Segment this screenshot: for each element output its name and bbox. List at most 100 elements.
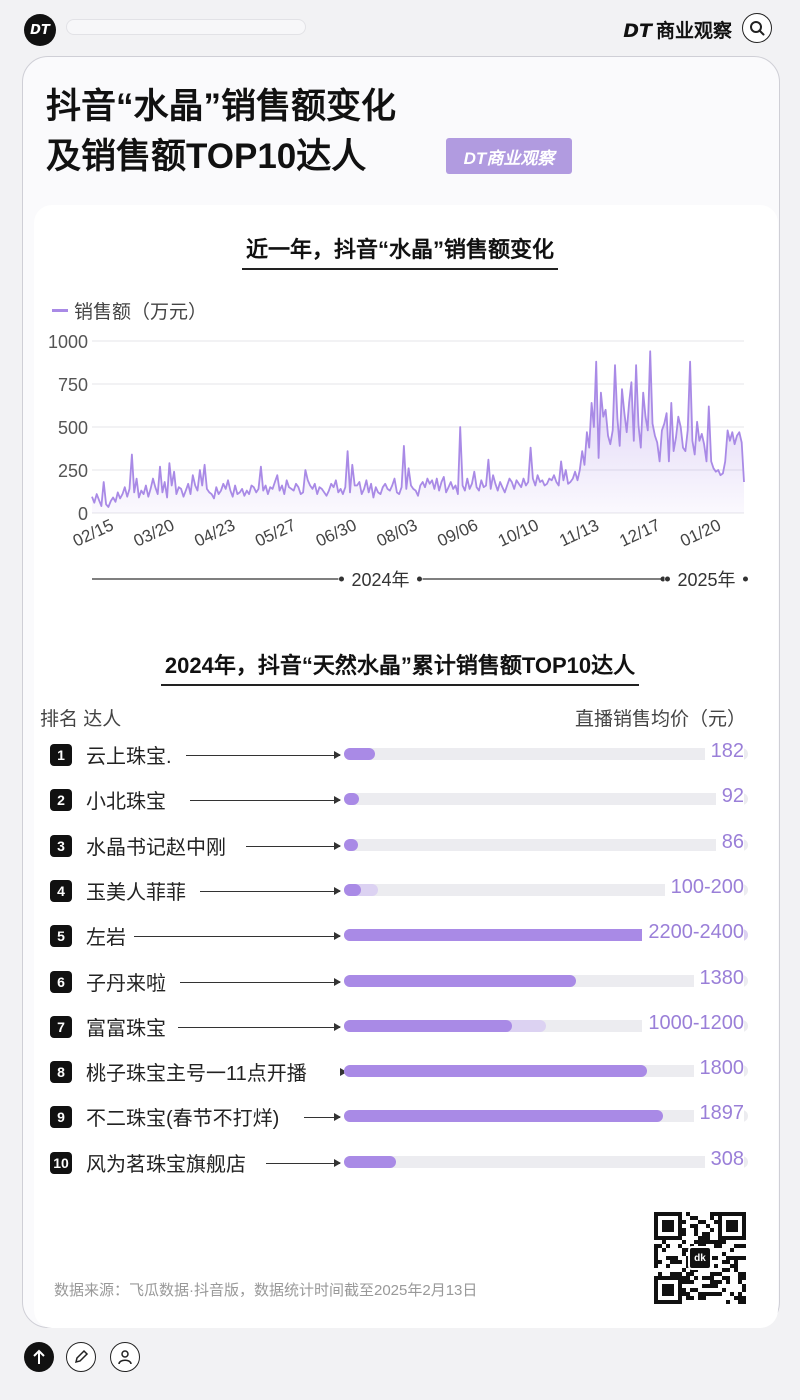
x-tick-label: 09/06 — [434, 515, 481, 550]
search-icon — [750, 21, 765, 36]
bar-fill — [344, 1065, 647, 1078]
ranking-row: 6 子丹来啦 1380 — [0, 962, 800, 1008]
ranking-header-right: 直播销售均价（元） — [574, 709, 746, 730]
ranking-header-left: 排名 达人 — [40, 709, 122, 730]
bar-fill — [344, 748, 375, 760]
x-tick-label: 05/27 — [252, 515, 299, 550]
y-tick-label: 750 — [58, 375, 88, 395]
timeline-dot — [416, 576, 422, 582]
page-title-line2: 及销售额TOP10达人 — [46, 137, 367, 176]
avg-price: 1380 — [693, 966, 744, 990]
data-source: 数据来源：飞瓜数据·抖音版，数据统计时间截至2025年2月13日 — [54, 1282, 478, 1299]
y-tick-label: 250 — [58, 461, 88, 481]
rank-number: 2 — [50, 789, 72, 812]
leader-arrow — [186, 751, 341, 759]
qr-pattern — [654, 1212, 746, 1304]
x-tick-label: 11/13 — [556, 516, 601, 551]
bar-track — [344, 748, 748, 760]
arrow-up-icon — [33, 1349, 45, 1364]
bar-track — [344, 1110, 748, 1123]
y-tick-label: 500 — [58, 418, 88, 438]
line-chart: 0 250 500 750 1000 02/15 03/20 04/23 05/27 06/30 0… — [48, 332, 749, 591]
bar-fill — [344, 1155, 396, 1168]
top-bar: DT DT 商业观察 — [0, 0, 800, 58]
timeline-dot — [742, 576, 748, 582]
sales-area — [92, 351, 744, 513]
brand-name: 商业观察 — [655, 21, 732, 42]
rank-number: 3 — [50, 834, 72, 857]
ranking-row: 2 小北珠宝 92 — [0, 780, 800, 826]
page-title-line1: 抖音“水晶”销售额变化 — [46, 87, 397, 126]
rank-number: 8 — [50, 1061, 72, 1084]
bar-track — [344, 1155, 748, 1168]
line-chart-title-text: 近一年，抖音“水晶”销售额变化 — [241, 237, 558, 270]
brand-badge: DT商业观察 — [446, 138, 572, 174]
scroll-top-button[interactable] — [24, 1342, 54, 1372]
bar-fill — [344, 838, 359, 851]
profile-button[interactable] — [110, 1342, 140, 1372]
y-tick-label: 0 — [78, 504, 88, 524]
x-tick-label: 04/23 — [191, 515, 238, 550]
app-logo[interactable]: DT — [24, 14, 56, 46]
leader-arrow — [266, 1158, 341, 1167]
creator-name: 富富珠宝 — [86, 1017, 166, 1040]
leader-arrow — [134, 932, 341, 941]
leader-arrow — [246, 841, 341, 850]
x-tick-label: 01/20 — [677, 515, 724, 550]
avg-price: 1000-1200 — [642, 1011, 744, 1035]
timeline-dot — [660, 576, 666, 582]
x-tick-label: 08/03 — [374, 515, 421, 550]
avg-price: 182 — [704, 740, 744, 763]
bar-track — [344, 883, 748, 896]
bar-track — [344, 838, 748, 851]
user-icon — [118, 1350, 132, 1365]
legend-swatch — [52, 309, 68, 312]
ranking-row: 4 玉美人菲菲 100-200 — [0, 871, 800, 917]
line-chart-title: 近一年，抖音“水晶”销售额变化 — [0, 232, 800, 270]
qr-logo: dk — [688, 1246, 712, 1270]
ranking-row: 3 水晶书记赵中刚 86 — [0, 826, 800, 872]
pencil-icon — [74, 1349, 89, 1364]
creator-name: 桃子珠宝主号一11点开播 — [86, 1063, 307, 1086]
avg-price: 1897 — [693, 1102, 744, 1126]
year-label: 2025年 — [677, 570, 735, 590]
line-chart-legend: 销售额（万元） — [52, 297, 207, 324]
address-bar[interactable] — [66, 19, 306, 35]
rank-number: 10 — [50, 1151, 72, 1174]
bar-fill — [344, 974, 577, 987]
timeline-dot — [664, 576, 670, 582]
leader-arrow — [200, 886, 341, 895]
ranking-row: 1 云上珠宝. 182 — [0, 735, 800, 781]
brand-logo: DT 商业观察 — [623, 16, 732, 43]
leader-arrow — [190, 796, 341, 805]
bar-fill — [344, 793, 360, 806]
y-tick-label: 1000 — [48, 332, 88, 352]
rank-number: 7 — [50, 1015, 72, 1038]
creator-name: 云上珠宝. — [86, 746, 172, 768]
sales-line — [91, 350, 745, 508]
year-label-bg — [664, 567, 749, 591]
avg-price: 1800 — [693, 1057, 744, 1081]
brand-dt: DT — [623, 20, 652, 42]
ranking-row: 9 不二珠宝(春节不打烊) 1897 — [0, 1097, 800, 1143]
x-tick-label: 03/20 — [131, 515, 178, 550]
creator-name: 小北珠宝 — [86, 791, 166, 814]
timeline-dot — [338, 576, 344, 582]
rank-number: 4 — [50, 879, 72, 902]
rank-number: 6 — [50, 970, 72, 993]
avg-price: 308 — [704, 1147, 744, 1171]
year-label: 2024年 — [351, 570, 409, 590]
bar-track — [344, 1065, 748, 1078]
leader-arrow — [178, 1022, 341, 1031]
x-tick-label: 02/15 — [70, 515, 117, 550]
qr-code[interactable]: dk — [654, 1212, 746, 1304]
edit-button[interactable] — [66, 1342, 96, 1372]
search-button[interactable] — [742, 13, 772, 43]
bar-track — [344, 974, 748, 987]
ranking-row: 5 左岩 2200-2400 — [0, 916, 800, 962]
ranking-row: 10 风为茗珠宝旗舰店 308 — [0, 1143, 800, 1189]
x-tick-label: 10/10 — [495, 515, 542, 550]
bar-fill — [344, 929, 715, 942]
creator-name: 风为茗珠宝旗舰店 — [86, 1153, 246, 1176]
year-label-bg — [338, 567, 423, 591]
